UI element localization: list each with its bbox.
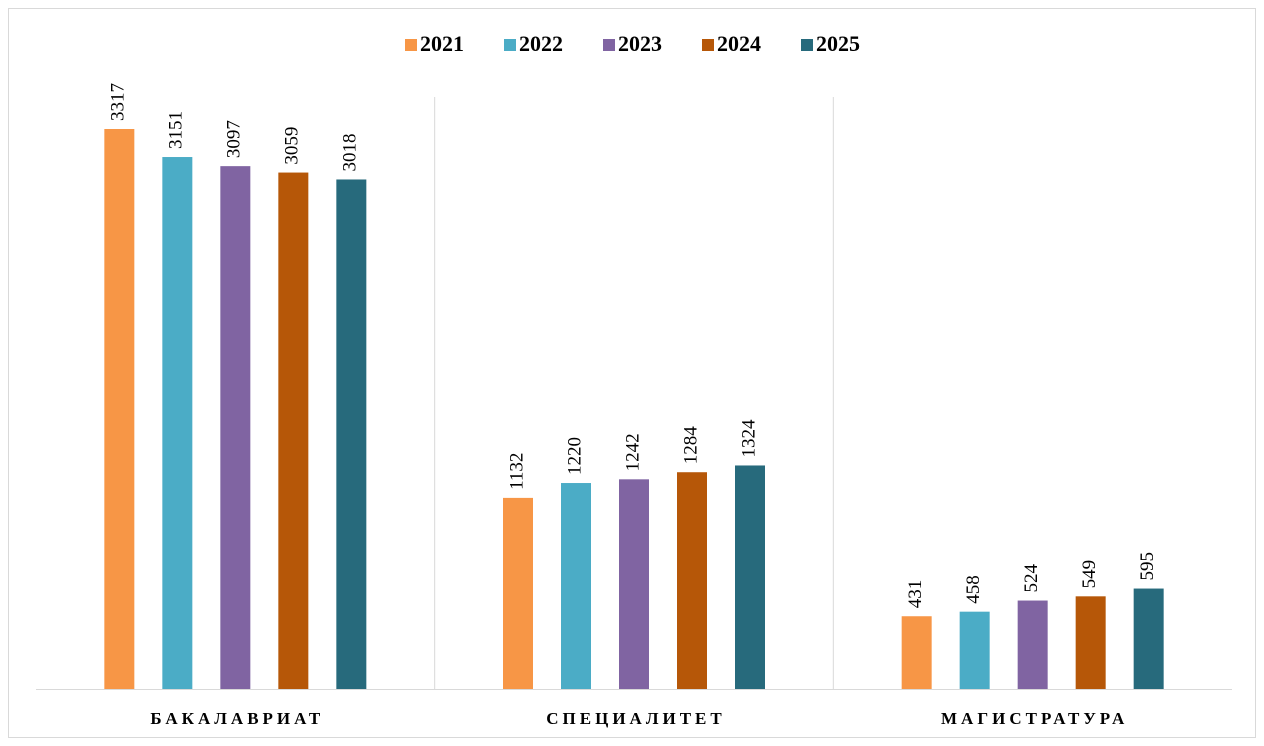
category-label: БАКАЛАВРИАТ — [150, 709, 324, 728]
data-label: 1242 — [622, 433, 643, 471]
data-label: 3317 — [108, 83, 129, 121]
bar — [1075, 596, 1106, 689]
legend-swatch — [702, 39, 714, 51]
data-label: 3097 — [224, 120, 245, 158]
legend-swatch — [504, 39, 516, 51]
data-label: 3151 — [166, 111, 187, 149]
bar — [162, 157, 193, 689]
legend-label: 2023 — [618, 31, 662, 56]
legend-label: 2025 — [816, 31, 860, 56]
bar — [503, 497, 533, 689]
category-label: СПЕЦИАЛИТЕТ — [546, 709, 725, 728]
legend-label: 2024 — [717, 31, 761, 56]
legend-label: 2022 — [519, 31, 563, 56]
data-label: 1284 — [680, 426, 701, 465]
bar — [901, 616, 932, 689]
bar — [278, 172, 309, 689]
data-label: 3018 — [340, 133, 361, 171]
bar — [561, 483, 591, 689]
bar — [336, 179, 367, 689]
data-label: 1132 — [506, 453, 527, 490]
data-label: 524 — [1021, 564, 1042, 593]
bar — [1017, 600, 1048, 689]
bar — [959, 611, 990, 689]
bar — [1133, 588, 1164, 689]
data-label: 3059 — [282, 127, 303, 165]
bar — [677, 472, 707, 689]
data-label: 549 — [1079, 560, 1100, 589]
data-label: 1324 — [738, 419, 759, 458]
legend-swatch — [801, 39, 813, 51]
bar — [104, 129, 135, 689]
data-label: 458 — [963, 575, 984, 604]
legend-swatch — [603, 39, 615, 51]
legend-swatch — [405, 39, 417, 51]
data-label: 431 — [905, 580, 926, 609]
legend-label: 2021 — [420, 31, 464, 56]
bar — [619, 479, 649, 689]
category-label: МАГИСТРАТУРА — [941, 709, 1128, 728]
data-label: 1220 — [564, 437, 585, 475]
data-label: 595 — [1137, 552, 1158, 581]
bar — [735, 465, 765, 689]
bar — [220, 166, 251, 690]
